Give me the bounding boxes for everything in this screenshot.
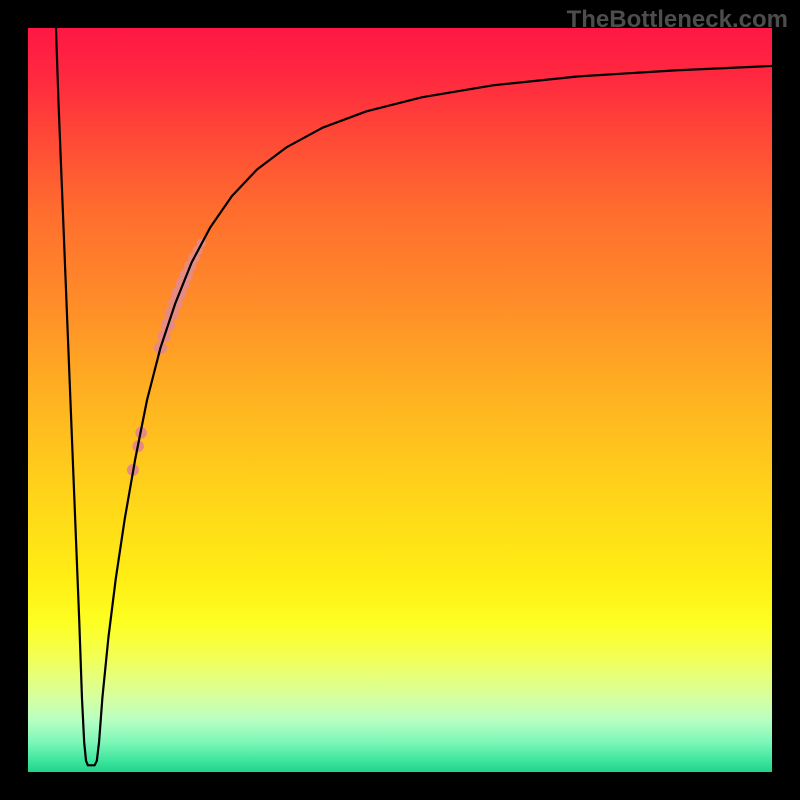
chart-svg	[0, 0, 800, 800]
bottleneck-chart: TheBottleneck.com	[0, 0, 800, 800]
watermark-text: TheBottleneck.com	[567, 6, 788, 34]
chart-background-gradient	[28, 28, 772, 772]
